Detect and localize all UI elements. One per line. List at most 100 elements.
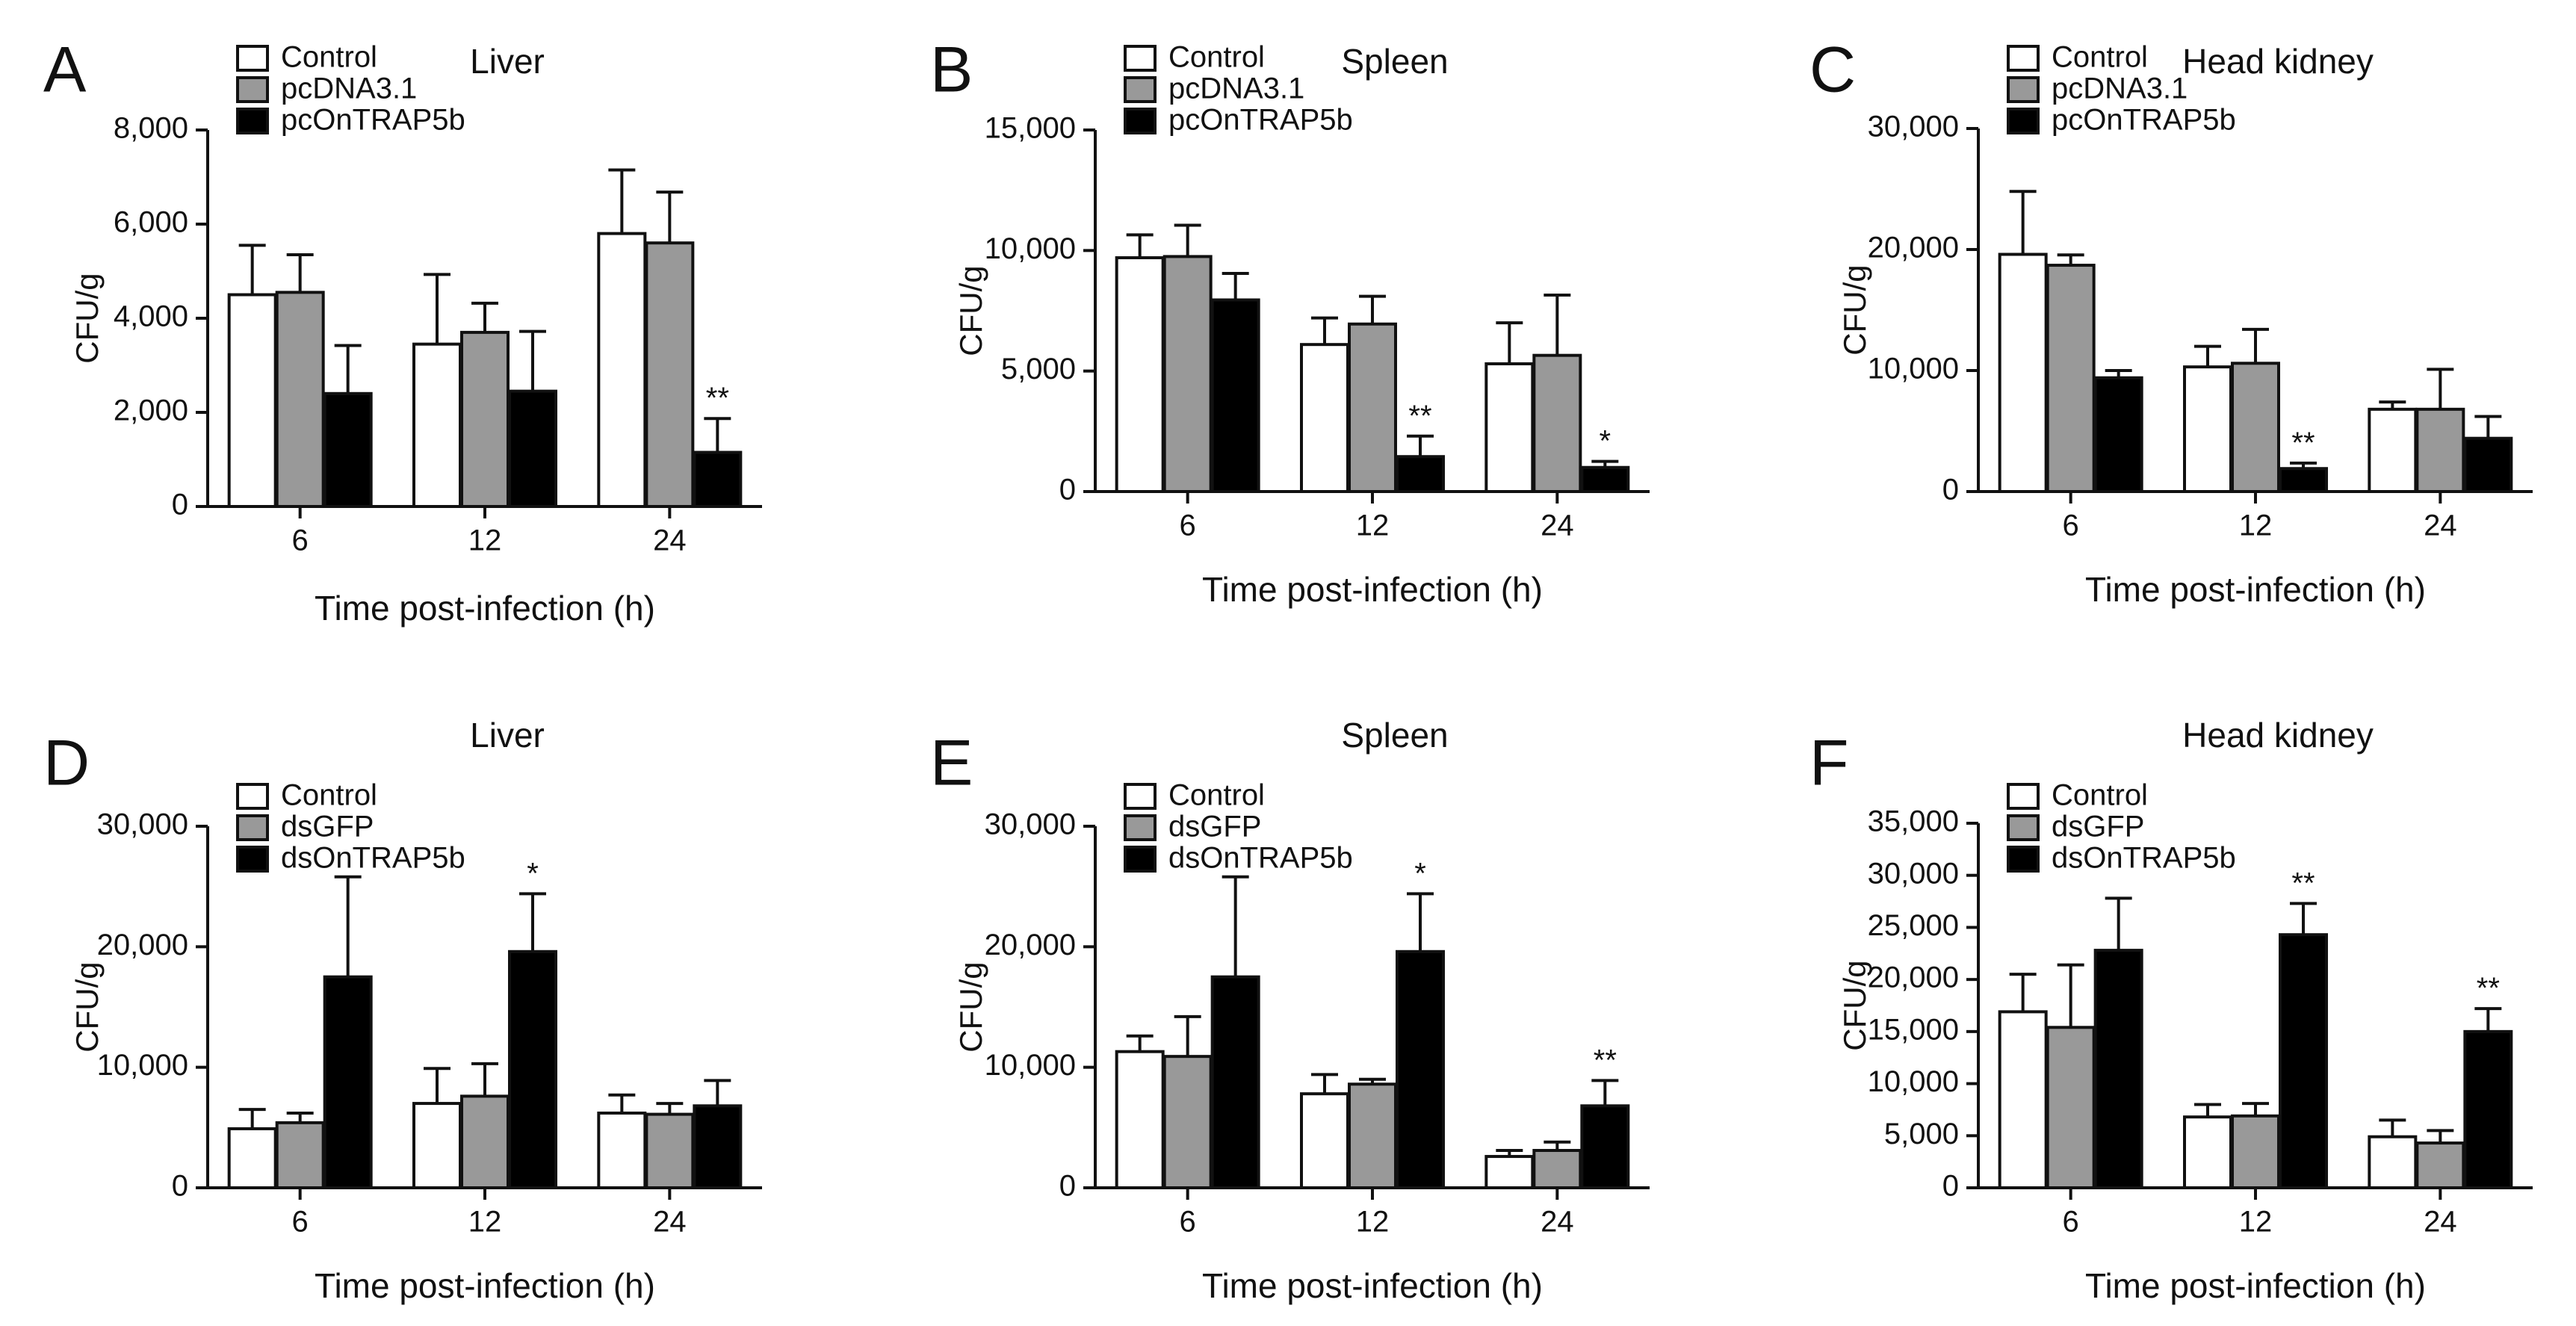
bar [1484,1155,1535,1190]
bar [693,450,743,508]
bar [1998,253,2048,493]
bar [2463,436,2513,493]
x-tick-label: 6 [2063,509,2079,542]
y-axis-label: CFU/g [953,265,988,356]
bar [323,975,373,1189]
bar [2279,467,2328,493]
x-axis-label: Time post-infection (h) [2085,570,2426,609]
y-tick-label: 30,000 [97,808,188,841]
panel-title: Spleen [1341,716,1448,755]
legend-swatch [2007,814,2040,841]
x-axis-label: Time post-infection (h) [315,589,655,628]
y-tick-label: 10,000 [1868,1065,1959,1098]
panel-d: D Liver 0 10,000 20,000 30,000 CFU/g 6 12 24 * Time… [43,716,762,1305]
bar [2093,376,2143,493]
legend-label: pcDNA3.1 [1168,72,1304,105]
significance-mark: ** [2291,867,2315,899]
panel-title: Liver [470,42,545,81]
significance-mark: ** [2477,972,2500,1005]
bar [2093,949,2143,1190]
legend-label: pcOnTRAP5b [1168,104,1353,137]
bar [227,293,277,508]
significance-mark: * [1414,857,1426,890]
bar [645,241,695,508]
bar [597,1111,647,1190]
legend-swatch [236,846,269,873]
bar [1300,1092,1349,1190]
legend-swatch [236,783,269,810]
bar [1580,1104,1630,1189]
significance-mark: ** [1408,400,1431,433]
legend-swatch [2007,846,2040,873]
y-tick-label: 25,000 [1868,909,1959,942]
bar [1348,1082,1397,1189]
x-tick-label: 24 [2424,509,2457,542]
legend-label: Control [1168,41,1265,74]
bar [1210,975,1260,1189]
x-tick-label: 12 [2239,1206,2273,1239]
legend-swatch [2007,783,2040,810]
y-tick-label: 20,000 [1868,232,1959,264]
bar [2415,1141,2465,1189]
bar [1998,1010,2048,1190]
bar [1396,949,1445,1189]
legend-swatch [1124,45,1157,72]
y-axis-label: CFU/g [69,273,105,363]
bar [275,291,325,508]
bar [323,391,373,508]
legend-label: dsGFP [281,811,374,843]
x-tick-label: 24 [1541,1206,1574,1239]
panel-c: C Head kidney 0 10,000 20,000 30,000 CFU/g 6 12 2… [1809,34,2533,609]
legend-label: dsOnTRAP5b [2052,842,2236,875]
y-tick-label: 4,000 [114,300,188,333]
bar [1300,343,1349,493]
significance-mark: ** [706,382,729,415]
y-tick-label: 15,000 [1868,1013,1959,1046]
legend-label: Control [281,779,377,812]
legend-label: Control [2052,41,2148,74]
panel-title: Spleen [1341,42,1448,81]
bar [460,330,510,508]
y-tick-label: 20,000 [1868,961,1959,994]
bar [1162,255,1213,493]
bar [693,1104,743,1189]
bar [1484,362,1535,493]
bar [1532,353,1582,493]
y-tick-label: 2,000 [114,394,188,427]
y-tick-label: 10,000 [985,1049,1076,1082]
bar [412,342,462,508]
panel-letter: A [43,34,87,106]
bar [1396,455,1445,493]
y-tick-label: 5,000 [1001,353,1076,385]
x-axis-label: Time post-infection (h) [1202,570,1543,609]
x-tick-label: 6 [292,524,309,557]
bar [2183,1115,2232,1190]
x-tick-label: 12 [1356,509,1390,542]
legend-swatch [1124,76,1157,103]
y-tick-label: 35,000 [1868,805,1959,838]
bar [2368,1135,2418,1190]
x-tick-label: 6 [1180,509,1196,542]
legend-label: pcOnTRAP5b [281,104,465,137]
legend-label: Control [1168,779,1265,812]
y-axis-label: CFU/g [953,961,988,1052]
y-tick-label: 20,000 [97,929,188,961]
significance-mark: ** [1594,1044,1617,1076]
bar [2415,407,2465,494]
x-tick-label: 6 [292,1206,309,1239]
legend-label: Control [281,41,377,74]
y-tick-label: 5,000 [1884,1118,1959,1150]
significance-mark: * [527,857,539,890]
x-tick-label: 12 [1356,1206,1390,1239]
panel-letter: F [1809,728,1849,799]
legend-swatch [2007,45,2040,72]
legend-swatch [236,76,269,103]
bar [2046,264,2096,493]
x-tick-label: 24 [1541,509,1574,542]
significance-mark: * [1600,425,1611,458]
bar [508,949,557,1189]
legend-swatch [2007,76,2040,103]
legend-label: pcOnTRAP5b [2052,104,2236,137]
